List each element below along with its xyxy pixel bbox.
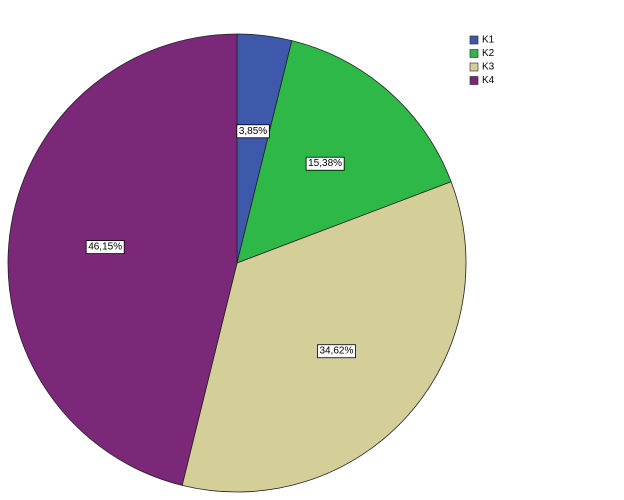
label-box: [85, 240, 125, 255]
legend-swatch: [469, 35, 479, 45]
legend-label: K4: [482, 75, 495, 86]
data-label: 34,62%: [319, 346, 353, 357]
data-label: 3,85%: [239, 126, 267, 137]
legend-label: K2: [482, 48, 495, 59]
label-box: [305, 156, 345, 171]
pie-slice: [7, 33, 238, 486]
data-label: 15,38%: [308, 158, 342, 169]
pie-slice: [181, 181, 467, 493]
pie-slice: [236, 40, 452, 264]
legend-label: K3: [482, 62, 495, 73]
legend-swatch: [469, 62, 479, 72]
data-label: 46,15%: [88, 242, 122, 253]
legend-label: K1: [482, 35, 495, 46]
label-box: [236, 124, 270, 139]
label-box: [317, 344, 356, 359]
legend-swatch: [469, 49, 479, 58]
legend-swatch: [469, 76, 479, 85]
